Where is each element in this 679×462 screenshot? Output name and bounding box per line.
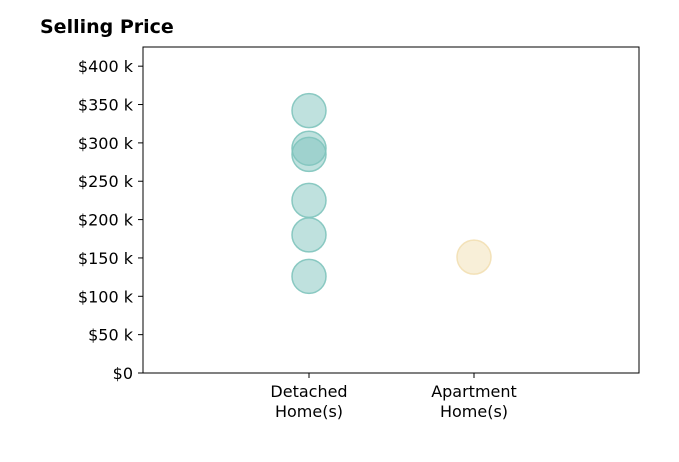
y-tick-label: $350 k <box>78 96 134 115</box>
data-point-detached <box>291 182 327 219</box>
chart-title: Selling Price <box>40 16 174 38</box>
y-tick-label: $400 k <box>78 57 134 76</box>
x-tick-label-line: Home(s) <box>440 402 508 421</box>
data-point-detached <box>291 217 327 253</box>
y-tick-label: $200 k <box>78 211 134 230</box>
data-point-detached <box>291 258 327 295</box>
x-tick-label-line: Home(s) <box>275 402 343 421</box>
y-tick-label: $300 k <box>78 134 134 153</box>
data-point-apartment <box>456 239 492 275</box>
y-tick-label: $50 k <box>88 326 134 345</box>
y-tick-label: $150 k <box>78 249 134 268</box>
y-tick-label: $0 <box>113 364 133 383</box>
x-tick-label-apartment: Apartment Home(s) <box>431 382 517 421</box>
x-axis: Detached Home(s)Apartment Home(s) <box>270 373 517 421</box>
x-tick-label-line: Apartment <box>431 382 517 401</box>
x-tick-label-detached: Detached Home(s) <box>270 382 347 421</box>
y-axis: $0 $50 k $100 k $150 k $200 k $250 k $300 k $35… <box>78 57 143 383</box>
y-tick-label: $100 k <box>78 287 134 306</box>
y-tick-label: $250 k <box>78 172 134 191</box>
x-tick-label-line: Detached <box>270 382 347 401</box>
data-point-detached <box>291 136 327 173</box>
plot-area-frame <box>142 46 640 374</box>
data-points <box>291 92 492 295</box>
data-point-detached <box>291 92 327 129</box>
